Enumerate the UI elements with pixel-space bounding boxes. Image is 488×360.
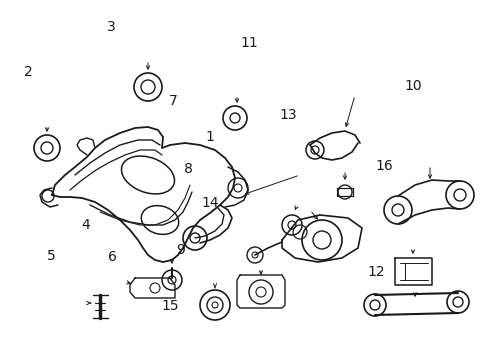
Text: 15: 15 [161,299,179,313]
Text: 12: 12 [367,265,385,279]
Text: 3: 3 [107,20,116,34]
Text: 8: 8 [183,162,192,176]
Text: 4: 4 [81,218,90,232]
Text: 1: 1 [205,130,214,144]
Text: 7: 7 [169,94,178,108]
Text: 16: 16 [374,159,392,172]
Text: 11: 11 [240,36,258,50]
Text: 6: 6 [108,251,117,264]
Text: 9: 9 [176,243,185,257]
Text: 13: 13 [279,108,297,122]
Text: 2: 2 [24,65,33,79]
Text: 5: 5 [47,249,56,262]
Text: 14: 14 [201,197,219,210]
Text: 10: 10 [404,80,421,93]
